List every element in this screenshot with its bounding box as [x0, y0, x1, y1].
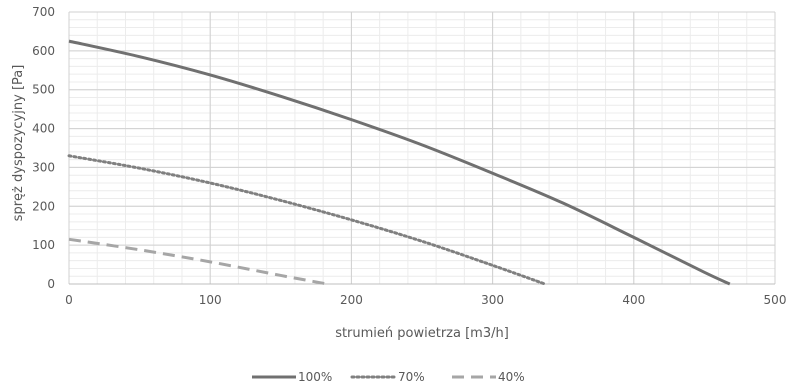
y-tick-label: 600 [32, 44, 55, 58]
x-axis-title: strumień powietrza [m3/h] [335, 326, 509, 341]
legend: 100% 70% 40% [252, 370, 525, 384]
legend-label-3: 40% [498, 370, 525, 384]
legend-label-2: 70% [398, 370, 425, 384]
series-line-1 [68, 39, 731, 286]
y-tick-label: 300 [32, 160, 55, 174]
major-gridlines [68, 11, 776, 285]
x-tick-label: 100 [199, 293, 222, 307]
minor-gridlines [68, 11, 776, 285]
y-tick-label: 100 [32, 238, 55, 252]
y-tick-label: 400 [32, 122, 55, 136]
legend-label-1: 100% [298, 370, 332, 384]
x-tick-label: 200 [340, 293, 363, 307]
x-tick-label: 500 [764, 293, 787, 307]
y-axis-title: spręż dyspozycyjny [Pa] [11, 65, 26, 222]
series-line-3 [68, 237, 328, 286]
y-tick-label: 700 [32, 5, 55, 19]
y-tick-labels: 0 100 200 300 400 500 600 700 [32, 5, 55, 291]
y-tick-label: 500 [32, 83, 55, 97]
series-line-2 [67, 154, 547, 286]
y-tick-label: 200 [32, 199, 55, 213]
x-tick-label: 0 [65, 293, 73, 307]
x-tick-label: 400 [622, 293, 645, 307]
x-tick-labels: 0 100 200 300 400 500 [65, 293, 786, 307]
series-lines [67, 39, 731, 286]
x-tick-label: 300 [481, 293, 504, 307]
y-tick-label: 0 [47, 277, 55, 291]
